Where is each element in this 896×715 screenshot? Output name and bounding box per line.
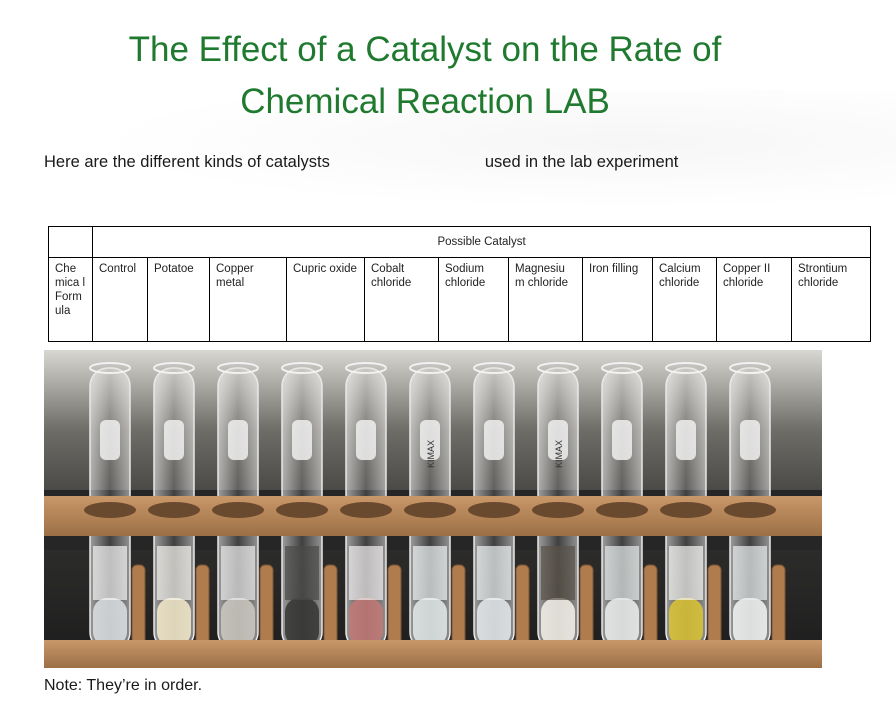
table-header: Possible Catalyst: [91, 226, 872, 258]
tube-foam: [349, 546, 383, 600]
catalyst-cell: Copper II chloride: [716, 257, 792, 342]
tube-label-sticker: [612, 420, 632, 460]
rack-hole: [276, 502, 328, 518]
catalyst-cell: Calcium chloride: [652, 257, 717, 342]
catalyst-cell: Iron filling: [582, 257, 653, 342]
rack-hole: [532, 502, 584, 518]
rack-hole: [212, 502, 264, 518]
tube-label-sticker: [356, 420, 376, 460]
tube-label-sticker: [420, 420, 440, 460]
tube-liquid: [285, 598, 319, 646]
table-corner-cell: [48, 226, 93, 258]
tube-rim: [537, 362, 579, 374]
tube-foam: [733, 546, 767, 600]
tube-label-sticker: [484, 420, 504, 460]
rack-hole: [404, 502, 456, 518]
tube-rim: [729, 362, 771, 374]
tube-foam: [93, 546, 127, 600]
tube-foam: [285, 546, 319, 600]
intro-left: Here are the different kinds of catalyst…: [44, 153, 330, 171]
rack-hole: [724, 502, 776, 518]
tube-liquid: [221, 598, 255, 646]
catalyst-cell: Control: [92, 257, 148, 342]
intro-right: used in the lab experiment: [484, 153, 679, 171]
rack-hole: [596, 502, 648, 518]
tube-liquid: [541, 598, 575, 646]
tube-label-sticker: [676, 420, 696, 460]
catalyst-cell: Strontium chloride: [790, 257, 872, 342]
tube-label-sticker: [548, 420, 568, 460]
tube-foam: [413, 546, 447, 600]
tube-rim: [153, 362, 195, 374]
tube-label-sticker: [228, 420, 248, 460]
intro-text: Here are the different kinds of catalyst…: [44, 153, 804, 172]
tube-label-sticker: [740, 420, 760, 460]
rack-hole: [84, 502, 136, 518]
catalyst-table: Possible Catalyst Che mica l Form ula Co…: [48, 226, 872, 342]
tube-label-sticker: [100, 420, 120, 460]
tube-rim: [281, 362, 323, 374]
page-title: The Effect of a Catalyst on the Rate of …: [60, 24, 790, 128]
rack-hole: [468, 502, 520, 518]
catalyst-cell: Cupric oxide: [286, 257, 365, 342]
tube-liquid: [413, 598, 447, 646]
tube-label-sticker: [164, 420, 184, 460]
rack-hole: [148, 502, 200, 518]
title-line-1: The Effect of a Catalyst on the Rate of: [128, 30, 722, 69]
tube-rim: [473, 362, 515, 374]
title-line-2: Chemical Reaction LAB: [240, 82, 610, 121]
tube-foam: [221, 546, 255, 600]
note-text: Note: They’re in order.: [44, 677, 203, 694]
tube-liquid: [349, 598, 383, 646]
tube-rim: [665, 362, 707, 374]
table-row: Che mica l Form ula Control Potatoe Copper…: [48, 257, 872, 342]
tube-label-sticker: [292, 420, 312, 460]
catalyst-cell: Sodium chloride: [438, 257, 509, 342]
photo-illustration: KIMAX KIMAX: [44, 350, 822, 668]
catalyst-cell: Cobalt chloride: [364, 257, 439, 342]
row-label: Che mica l Form ula: [55, 263, 86, 317]
tube-foam: [541, 546, 575, 600]
rack-hole: [660, 502, 712, 518]
tube-liquid: [93, 598, 127, 646]
table-header-row: Possible Catalyst: [48, 226, 872, 258]
tube-foam: [669, 546, 703, 600]
tube-rim: [601, 362, 643, 374]
catalyst-cell: Magnesiu m chloride: [508, 257, 583, 342]
tube-foam: [157, 546, 191, 600]
catalyst-cell: Copper metal: [209, 257, 287, 342]
tube-liquid: [605, 598, 639, 646]
tube-liquid: [477, 598, 511, 646]
test-tube-photo: KIMAX KIMAX: [44, 350, 822, 668]
row-label-cell: Che mica l Form ula: [48, 257, 93, 342]
tube-rim: [217, 362, 259, 374]
tube-label-text: KIMAX: [554, 440, 564, 468]
tube-foam: [477, 546, 511, 600]
tube-label-text: KIMAX: [426, 440, 436, 468]
tube-liquid: [157, 598, 191, 646]
tube-rim: [89, 362, 131, 374]
rack-hole: [340, 502, 392, 518]
tube-liquid: [733, 598, 767, 646]
tube-rim: [409, 362, 451, 374]
tube-foam: [605, 546, 639, 600]
catalyst-cell: Potatoe: [147, 257, 210, 342]
tube-rim: [345, 362, 387, 374]
tube-liquid: [669, 598, 703, 646]
rack-base: [44, 640, 822, 668]
